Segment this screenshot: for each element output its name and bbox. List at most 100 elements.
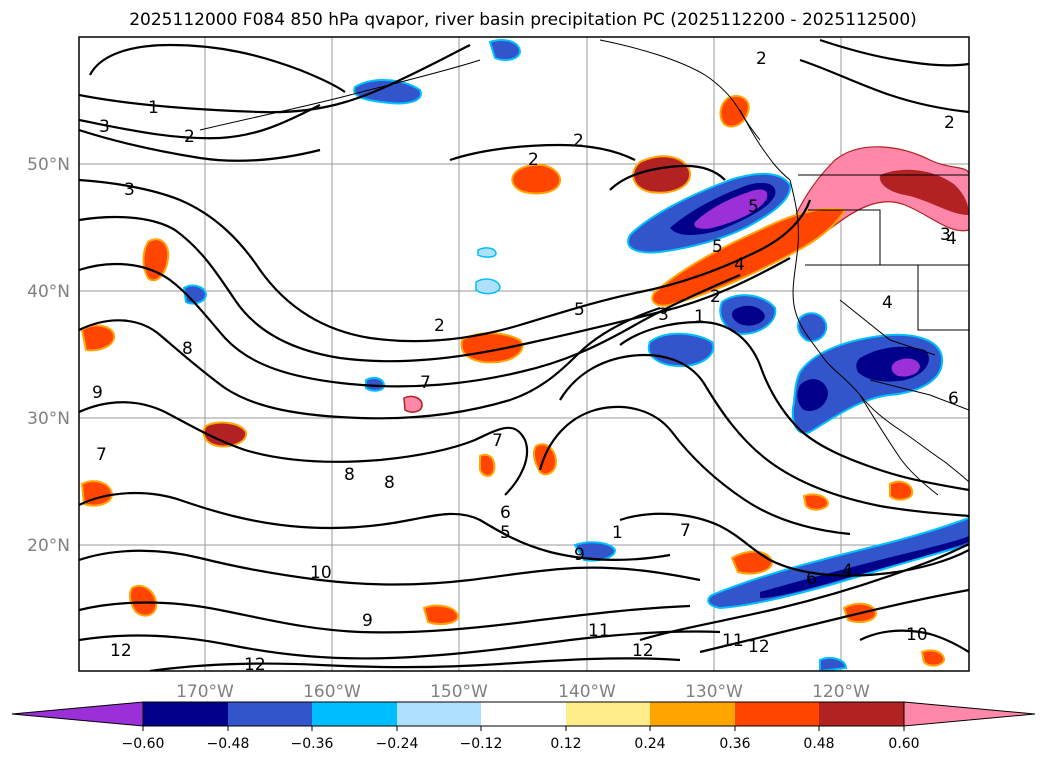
contour-label: 9 [92, 383, 103, 403]
contour-label: 8 [344, 465, 355, 485]
contour-label: 3 [99, 117, 110, 137]
colorbar-extend-right [903, 701, 1036, 727]
colorbar-tick-label: 0.60 [888, 736, 919, 752]
contour-mid-1 [609, 164, 726, 191]
contour-east-2 [559, 353, 969, 518]
contour-label: 4 [946, 229, 957, 249]
shade-pos-s1 [128, 584, 158, 617]
lon-label: 140°W [558, 682, 616, 702]
contour-label: 2 [184, 127, 195, 147]
contour-label: 12 [748, 637, 770, 657]
contour-label: 5 [748, 197, 759, 217]
contour-ne-2 [819, 38, 969, 67]
lat-label: 30°N [27, 409, 70, 429]
colorbar-tick-label: −0.24 [376, 736, 419, 752]
shade-neg-c1 [365, 377, 386, 392]
shade-neg-n-core [694, 189, 768, 229]
colorbar-segment [397, 702, 481, 726]
contour-label: 5 [712, 237, 723, 257]
shade-pos-wa [632, 155, 692, 194]
contour-label: 3 [658, 305, 669, 325]
lon-label: 170°W [176, 682, 234, 702]
shade-pos-c2 [479, 453, 496, 477]
contour-3a [79, 128, 321, 162]
contour-label: 11 [722, 631, 744, 651]
colorbar-segment [143, 702, 228, 726]
shade-neg-s1 [573, 541, 617, 562]
contour-east-5 [639, 542, 969, 642]
border-states-1 [808, 209, 969, 266]
colorbar-tick-label: −0.36 [291, 736, 334, 752]
coastline-alaska-panhandle [739, 109, 791, 181]
precip-negative-shading [182, 39, 969, 671]
contour-9 [79, 549, 701, 586]
contour-label: 2 [528, 150, 539, 170]
contour-label: 9 [362, 611, 373, 631]
colorbar-segment [650, 702, 735, 726]
contour-label: 5 [574, 300, 585, 320]
contour-label: 9 [574, 545, 585, 565]
lon-labels: 170°W 160°W 150°W 140°W 130°W 120°W [176, 682, 870, 702]
colorbar-tick-label: 0.12 [550, 736, 581, 752]
contour-label: 4 [842, 561, 853, 581]
contour-label: 4 [734, 255, 745, 275]
shade-neg-c2 [475, 278, 501, 295]
contour-11 [79, 630, 721, 660]
contour-label: 2 [944, 113, 955, 133]
contour-east-3 [538, 405, 851, 536]
contour-label: 6 [948, 389, 959, 409]
map-frame [78, 36, 970, 672]
contour-label: 12 [244, 655, 266, 675]
shade-neg-sw-core [891, 358, 920, 377]
shade-pos-s3 [730, 550, 774, 575]
contour-east-4 [619, 512, 969, 577]
colorbar-segment [481, 702, 566, 726]
contour-3b [79, 178, 812, 343]
contour-labels: 1 2 2 2 3 3 2 3 4 5 5 5 2 1 2 3 4 6 7 8 [92, 49, 959, 675]
shade-neg-c3 [477, 247, 497, 258]
shade-pos-c3 [403, 395, 423, 413]
contour-8 [79, 491, 671, 561]
colorbar-segment [566, 702, 650, 726]
contour-label: 3 [124, 180, 135, 200]
shade-neg-np [488, 39, 522, 61]
colorbar-segment [312, 702, 397, 726]
contour-label: 6 [500, 503, 511, 523]
map-panel: 1 2 2 2 3 3 2 3 4 5 5 5 2 1 2 3 4 6 7 8 [78, 36, 970, 675]
contour-label: 11 [588, 621, 610, 641]
contour-label: 7 [420, 373, 431, 393]
contour-label: 2 [756, 49, 767, 69]
colorbar-tick-label: −0.12 [460, 736, 503, 752]
colorbar: −0.60 −0.48 −0.36 −0.24 −0.12 0.12 0.24 … [11, 701, 1036, 752]
colorbar-extend-left [11, 701, 144, 727]
contour-label: 12 [110, 641, 132, 661]
shade-pos-s7 [889, 480, 914, 501]
shade-pos-s2 [422, 604, 460, 625]
coastline-aleutians [199, 59, 481, 131]
contour-6 [79, 306, 661, 420]
contour-east-6 [699, 588, 969, 654]
lat-label: 50°N [27, 155, 70, 175]
shade-neg-ca [797, 312, 828, 342]
colorbar-tick-label: 0.48 [803, 736, 834, 752]
contour-label: 8 [384, 473, 395, 493]
shade-neg-w1 [182, 284, 208, 305]
shade-pos-s5 [920, 649, 946, 667]
shade-neg-m2-core [732, 305, 765, 326]
contour-10 [79, 601, 691, 634]
contour-label: 5 [500, 523, 511, 543]
contour-label: 7 [96, 445, 107, 465]
colorbar-tick-label: −0.48 [207, 736, 250, 752]
shade-neg-s2 [819, 657, 848, 671]
lat-labels: 50°N 40°N 30°N 20°N [27, 155, 70, 556]
coastline-baja [859, 394, 939, 496]
qvapor-contours [79, 38, 969, 671]
shade-pos-w2 [80, 324, 116, 352]
contour-label: 2 [434, 316, 445, 336]
contour-label: 1 [694, 307, 705, 327]
contour-ne-1 [799, 58, 969, 114]
border-states-3 [839, 299, 936, 356]
border-mexico [869, 379, 969, 411]
contour-label: 2 [573, 131, 584, 151]
